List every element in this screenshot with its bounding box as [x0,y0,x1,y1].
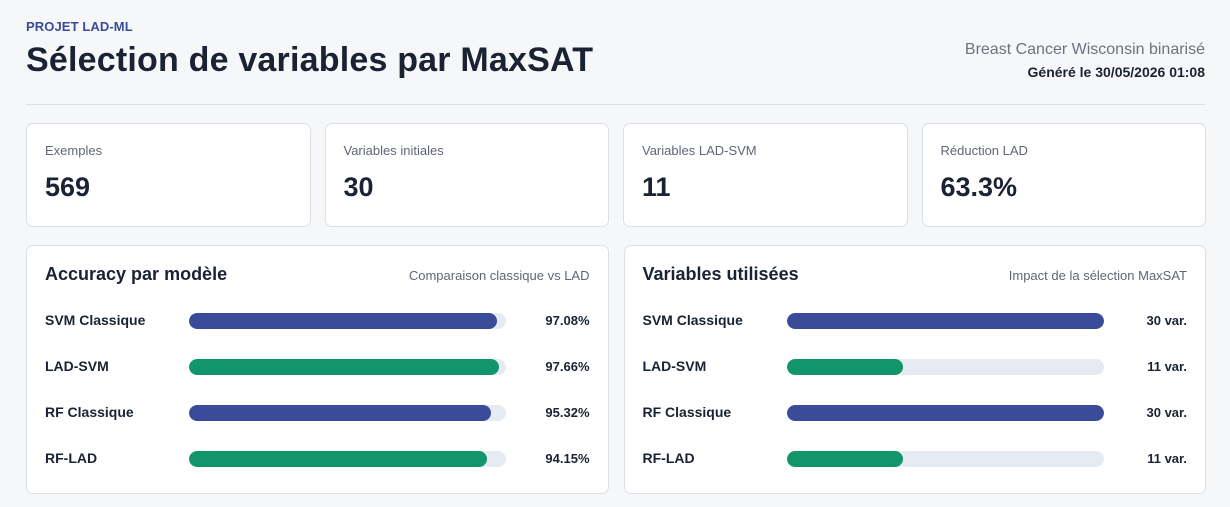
kpi-card-examples: Exemples 569 [26,123,311,227]
chart-row: SVM Classique 97.08% [45,298,590,344]
chart-panels: Accuracy par modèle Comparaison classiqu… [26,245,1206,494]
bar-category-label: RF-LAD [45,450,98,466]
bar-track [189,359,506,375]
bar-fill [786,451,903,467]
kpi-value: 30 [343,172,374,202]
bar-value-label: 94.15% [545,451,590,466]
bar-track [189,313,506,329]
chart-row: RF-LAD 11 var. [642,436,1187,482]
dataset-name: Breast Cancer Wisconsin binarisé [964,41,1205,58]
bar-value-label: 97.08% [545,313,590,328]
bar-fill [189,405,492,421]
kpi-card-initial-variables: Variables initiales 30 [324,123,609,227]
chart-row: RF-LAD 94.15% [45,436,590,482]
kpi-label: Exemples [45,143,103,158]
page-title: Sélection de variables par MaxSAT [26,41,594,79]
kpi-card-lad-reduction: Réduction LAD 63.3% [921,123,1206,227]
bar-category-label: RF Classique [45,404,134,420]
bar-category-label: LAD-SVM [45,358,109,374]
bar-track [786,359,1104,375]
accuracy-bars: SVM Classique 97.08% LAD-SVM 97.66% RF Class… [45,298,590,482]
kpi-value: 11 [642,172,671,202]
variables-chart-panel: Variables utilisées Impact de la sélecti… [623,245,1206,494]
bar-value-label: 11 var. [1147,359,1187,374]
bar-track [786,313,1104,329]
bar-value-label: 30 var. [1146,405,1188,420]
chart-row: RF Classique 95.32% [45,390,590,436]
bar-fill [786,405,1104,421]
bar-category-label: LAD-SVM [642,358,707,374]
bar-category-label: RF Classique [642,404,732,420]
chart-row: RF Classique 30 var. [642,390,1188,436]
kpi-label: Variables initiales [343,143,444,158]
chart-subtitle: Impact de la sélection MaxSAT [1008,268,1187,283]
generated-date: Généré le 30/05/2026 01:08 [1027,64,1205,80]
chart-row: LAD-SVM 11 var. [642,344,1187,390]
chart-row: SVM Classique 30 var. [642,298,1188,344]
chart-subtitle: Comparaison classique vs LAD [408,268,590,283]
bar-category-label: SVM Classique [45,312,146,328]
kpi-value: 569 [45,172,91,202]
bar-category-label: RF-LAD [642,450,695,466]
bar-fill [189,313,497,329]
variables-bars: SVM Classique 30 var. LAD-SVM 11 var. RF Cla… [642,298,1188,482]
bar-value-label: 30 var. [1146,313,1188,328]
bar-category-label: SVM Classique [642,312,743,328]
accuracy-chart-panel: Accuracy par modèle Comparaison classiqu… [26,245,609,494]
kpi-row: Exemples 569 Variables initiales 30 Vari… [26,123,1206,227]
bar-track [189,451,506,467]
kpi-label: Réduction LAD [940,143,1028,158]
bar-track [786,451,1104,467]
bar-fill [189,451,488,467]
chart-title: Variables utilisées [642,264,799,284]
bar-track [786,405,1104,421]
bar-fill [786,359,903,375]
bar-track [189,405,506,421]
chart-row: LAD-SVM 97.66% [45,344,590,390]
bar-fill [189,359,499,375]
page-header: PROJET LAD-ML Sélection de variables par… [26,0,1205,105]
bar-value-label: 95.32% [545,405,590,420]
chart-title: Accuracy par modèle [45,264,228,284]
project-kicker: PROJET LAD-ML [26,19,133,34]
bar-value-label: 97.66% [545,359,590,374]
bar-fill [786,313,1104,329]
kpi-value: 63.3% [940,172,1018,202]
kpi-label: Variables LAD-SVM [642,143,757,158]
kpi-card-lad-svm-variables: Variables LAD-SVM 11 [623,123,908,227]
bar-value-label: 11 var. [1147,451,1187,466]
